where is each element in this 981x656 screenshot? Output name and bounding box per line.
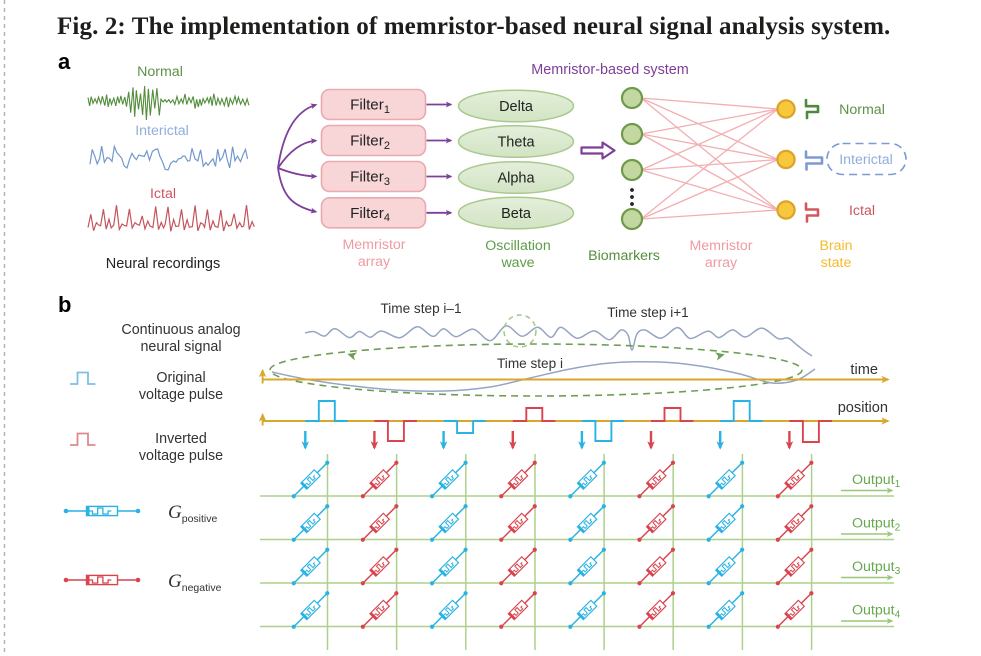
svg-text:Filter2: Filter2 — [350, 133, 390, 152]
svg-text:Output2: Output2 — [852, 516, 901, 534]
svg-text:a: a — [58, 49, 71, 74]
svg-text:Time step i–1: Time step i–1 — [380, 301, 461, 316]
svg-text:Continuous analog: Continuous analog — [121, 322, 240, 338]
svg-text:Memristor-based system: Memristor-based system — [531, 62, 689, 78]
svg-text:Normal: Normal — [137, 64, 183, 80]
svg-text:Neural recordings: Neural recordings — [106, 256, 220, 272]
svg-text:Ictal: Ictal — [849, 203, 875, 219]
svg-text:Output4: Output4 — [852, 603, 901, 621]
svg-text:Filter4: Filter4 — [350, 205, 390, 224]
svg-text:Filter1: Filter1 — [350, 97, 390, 116]
svg-text:Normal: Normal — [839, 102, 885, 118]
svg-text:Memristor: Memristor — [342, 237, 405, 253]
svg-text:voltage pulse: voltage pulse — [139, 387, 223, 403]
svg-text:state: state — [821, 255, 852, 271]
svg-text:Oscillation: Oscillation — [485, 238, 550, 254]
svg-text:Delta: Delta — [499, 99, 534, 115]
svg-text:Interictal: Interictal — [135, 123, 189, 139]
svg-text:voltage pulse: voltage pulse — [139, 448, 223, 464]
svg-text:time: time — [850, 362, 878, 378]
svg-text:Alpha: Alpha — [497, 171, 535, 187]
svg-text:Output3: Output3 — [852, 559, 901, 577]
svg-text:array: array — [358, 254, 391, 270]
svg-text:Time step i+1: Time step i+1 — [607, 305, 688, 320]
svg-text:Fig. 2: The implementation of: Fig. 2: The implementation of memristor-… — [57, 13, 890, 40]
svg-text:Filter3: Filter3 — [350, 169, 390, 188]
svg-text:Original: Original — [156, 370, 205, 386]
svg-text:b: b — [58, 292, 71, 317]
svg-text:Ictal: Ictal — [150, 186, 176, 202]
svg-text:Output1: Output1 — [852, 472, 901, 490]
svg-text:Inverted: Inverted — [155, 431, 207, 447]
svg-text:Theta: Theta — [497, 135, 535, 151]
svg-text:position: position — [838, 400, 888, 416]
svg-text:neural signal: neural signal — [140, 339, 221, 355]
svg-text:array: array — [705, 255, 738, 271]
svg-text:Brain: Brain — [819, 238, 852, 254]
svg-text:wave: wave — [500, 255, 534, 271]
svg-text:Beta: Beta — [501, 206, 532, 222]
svg-text:Time step i: Time step i — [497, 356, 563, 371]
svg-text:Biomarkers: Biomarkers — [588, 248, 660, 264]
svg-text:Memristor: Memristor — [689, 238, 752, 254]
svg-text:Interictal: Interictal — [839, 152, 893, 168]
